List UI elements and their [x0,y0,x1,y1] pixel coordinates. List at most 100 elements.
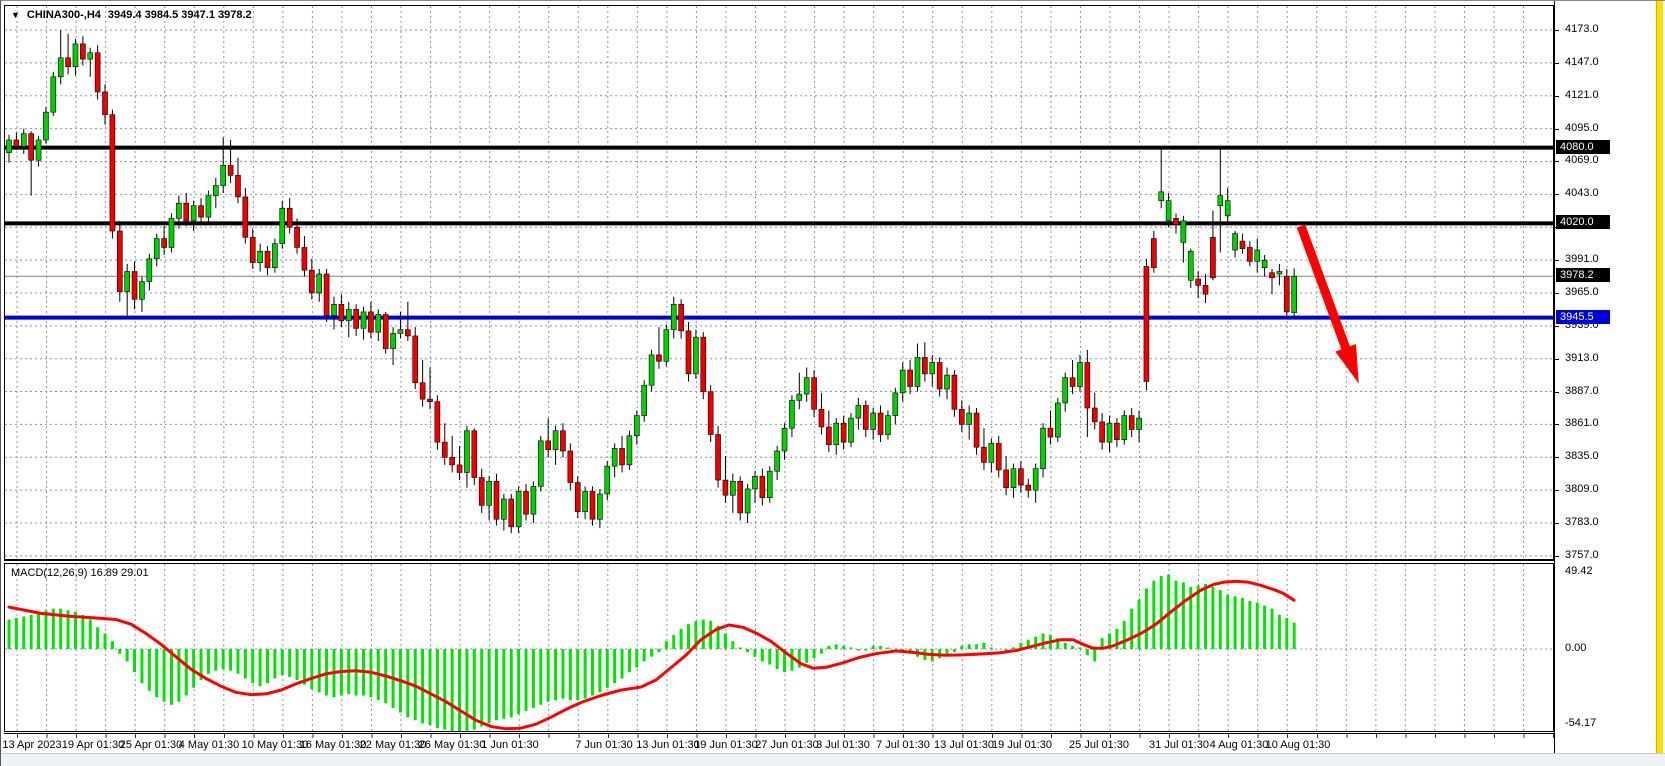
candle [537,440,544,487]
price-tick-label: 3913.0 [1565,351,1599,364]
candle [65,57,71,67]
panel-separator[interactable] [4,560,1554,561]
price-tick-label: 4043.0 [1565,187,1599,200]
candle [279,207,286,244]
price-tick-label: 4147.0 [1565,55,1599,68]
candle [1269,272,1275,279]
candle [523,491,529,515]
time-tick-label: 25 Apr 01:30 [119,739,183,751]
time-tick-label: 19 Apr 01:30 [61,739,125,751]
candle [153,238,160,260]
candle [1187,250,1194,281]
window-edge-strip [1656,1,1663,753]
candle [715,434,721,481]
candle [818,408,825,428]
candle [146,258,153,282]
price-axis[interactable]: 4173.04147.04121.04095.04069.04043.04017… [1554,1,1665,753]
candle [892,392,899,416]
macd-panel[interactable] [4,563,1554,732]
candle [833,422,840,445]
price-tick-label: 3783.0 [1565,516,1599,529]
candle [1210,237,1216,279]
candle [419,382,426,400]
price-tag-4020.0: 4020.0 [1556,215,1610,230]
candle [744,488,751,514]
candle [958,408,965,425]
trend-arrow-icon [1296,224,1359,384]
candle [552,430,559,451]
candle [1224,200,1231,217]
candle [87,52,94,60]
price-tick-mark [1555,424,1559,426]
candle [1106,422,1113,443]
candle [390,333,396,349]
macd-panel-border [4,563,1554,732]
candle [50,76,57,113]
candle [441,441,448,458]
candle [412,335,419,384]
candle [198,205,204,218]
candle [131,271,138,300]
candle [545,440,551,451]
candle [235,175,241,198]
candle [242,196,249,238]
chart-header: ▼ CHINA300-,H4 3949.4 3984.5 3947.1 3978… [11,9,252,21]
candle [966,412,972,425]
price-tick-label: 3809.0 [1565,483,1599,496]
candle [929,362,936,375]
candle [1025,484,1032,491]
time-tick-label: 10 Aug 01:30 [1265,739,1331,751]
candle [1239,240,1246,250]
candle [486,481,492,506]
candle [161,238,167,248]
time-tick-label: 4 Aug 01:30 [1209,739,1269,751]
candle [434,401,441,443]
price-tick-mark [1555,30,1559,31]
candle [1128,415,1135,430]
candle [1232,233,1238,251]
time-tick-label: 16 May 01:30 [299,739,367,751]
candle [382,314,389,349]
price-tick-label: 4173.0 [1565,23,1599,35]
candle [1143,266,1150,382]
time-tick-label: 25 Jul 01:30 [1069,739,1129,751]
price-tick-mark [1555,95,1559,97]
candle [94,52,101,93]
candle [951,374,958,410]
candle [1195,278,1201,286]
candle [855,405,862,419]
price-chart[interactable] [4,5,1554,560]
candle [1040,427,1046,469]
price-tick-mark [1555,358,1559,360]
candle [981,446,987,463]
candle [560,430,566,452]
candle [870,412,876,430]
symbol-dropdown-icon[interactable]: ▼ [11,10,20,20]
candle [205,195,212,218]
candle [1261,259,1268,268]
candle [766,470,773,499]
candle [707,391,714,435]
candle [781,427,788,452]
candle [944,374,950,390]
candle [1018,468,1024,486]
candle [1069,377,1076,387]
candle [515,491,522,528]
candle [1091,407,1098,423]
candle [13,139,20,147]
candle [227,164,234,176]
candle [877,412,884,435]
candle [1077,362,1083,387]
candle [309,269,315,294]
candle [611,448,618,467]
macd-indicator-label: MACD(12,26,9) 16.89 29.01 [11,567,149,579]
candle [28,133,34,161]
candle [1217,195,1224,207]
price-tick-mark [1555,457,1559,459]
status-strip [1,753,1665,766]
candle [272,243,278,268]
price-tag-3978.2: 3978.2 [1556,268,1610,283]
time-axis[interactable]: 13 Apr 2023 19 Apr 01:30 25 Apr 01:30 4 May… [2,733,1554,754]
candle [345,309,352,322]
